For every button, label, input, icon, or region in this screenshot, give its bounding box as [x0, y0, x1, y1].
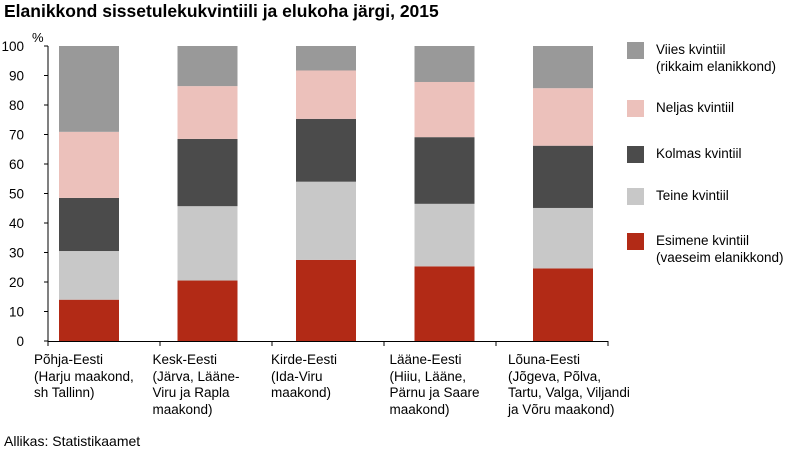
bar-segment — [177, 46, 238, 87]
bar-segment — [59, 46, 119, 132]
legend-label: Teine kvintiil — [656, 188, 729, 203]
y-tick-label: 40 — [9, 216, 24, 231]
legend-item: Viies kvintiil (rikkaim elanikkond) — [627, 41, 797, 81]
y-tick-label: 10 — [9, 305, 24, 320]
bar-segment — [59, 131, 119, 198]
bar-segment — [414, 266, 475, 341]
bar-segment — [59, 299, 119, 341]
legend-swatch — [627, 233, 644, 250]
x-category-label: Lääne-Eesti (Hiiu, Lääne, Pärnu ja Saare… — [389, 352, 480, 417]
legend-label: Esimene kvintiil (vaeseim elanikkond) — [656, 233, 784, 265]
y-tick-label: 80 — [9, 98, 24, 113]
legend-swatch — [627, 146, 644, 163]
x-category-label: Põhja-Eesti (Harju maakond, sh Tallinn) — [34, 352, 134, 400]
bar-segment — [59, 251, 119, 300]
legend-label: Kolmas kvintiil — [656, 146, 742, 161]
bar-segment — [59, 197, 119, 252]
x-category-label: Kirde-Eesti (Ida-Viru maakond) — [271, 352, 338, 400]
bar-segment — [296, 118, 356, 182]
legend-swatch — [627, 188, 644, 205]
bar-segment — [533, 88, 593, 146]
source-note: Allikas: Statistikaamet — [4, 433, 141, 449]
chart-title: Elanikkond sissetulekukvintiili ja eluko… — [4, 1, 439, 21]
bar-segment — [177, 138, 238, 207]
bar-segment — [533, 207, 593, 269]
y-axis-unit-label: % — [32, 30, 44, 45]
y-tick-label: 60 — [9, 157, 24, 172]
bar-segment — [414, 137, 475, 204]
y-tick-label: 70 — [9, 128, 24, 143]
bar-segment — [296, 70, 356, 119]
bar-segment — [414, 46, 475, 82]
legend-swatch — [627, 100, 644, 117]
bar-segment — [296, 259, 356, 341]
y-tick-label: 30 — [9, 246, 24, 261]
legend-swatch — [627, 42, 644, 59]
bar-segment — [533, 268, 593, 341]
legend-label: Viies kvintiil (rikkaim elanikkond) — [656, 42, 777, 74]
x-category-label: Lõuna-Eesti (Jõgeva, Põlva, Tartu, Valga… — [508, 352, 630, 417]
bar-segment — [414, 203, 475, 267]
bar-segment — [177, 86, 238, 139]
y-tick-label: 90 — [9, 69, 24, 84]
bar-segment — [177, 206, 238, 281]
legend-label: Neljas kvintiil — [656, 100, 735, 115]
y-tick-label: 20 — [9, 275, 24, 290]
x-category-label: Kesk-Eesti (Järva, Lääne- Viru ja Rapla … — [152, 352, 240, 417]
legend-item: Teine kvintiil — [627, 187, 797, 227]
legend-item: Neljas kvintiil — [627, 99, 797, 139]
y-tick-label: 50 — [9, 187, 24, 202]
legend-item: Kolmas kvintiil — [627, 145, 797, 185]
y-tick-label: 0 — [16, 334, 24, 349]
bar-segment — [533, 46, 593, 89]
legend-item: Esimene kvintiil (vaeseim elanikkond) — [627, 232, 797, 272]
bar-segment — [177, 280, 238, 341]
y-tick-label: 100 — [1, 39, 24, 54]
bar-segment — [414, 81, 475, 138]
bar-segment — [296, 181, 356, 260]
bar-segment — [296, 46, 356, 71]
bar-segment — [533, 145, 593, 208]
